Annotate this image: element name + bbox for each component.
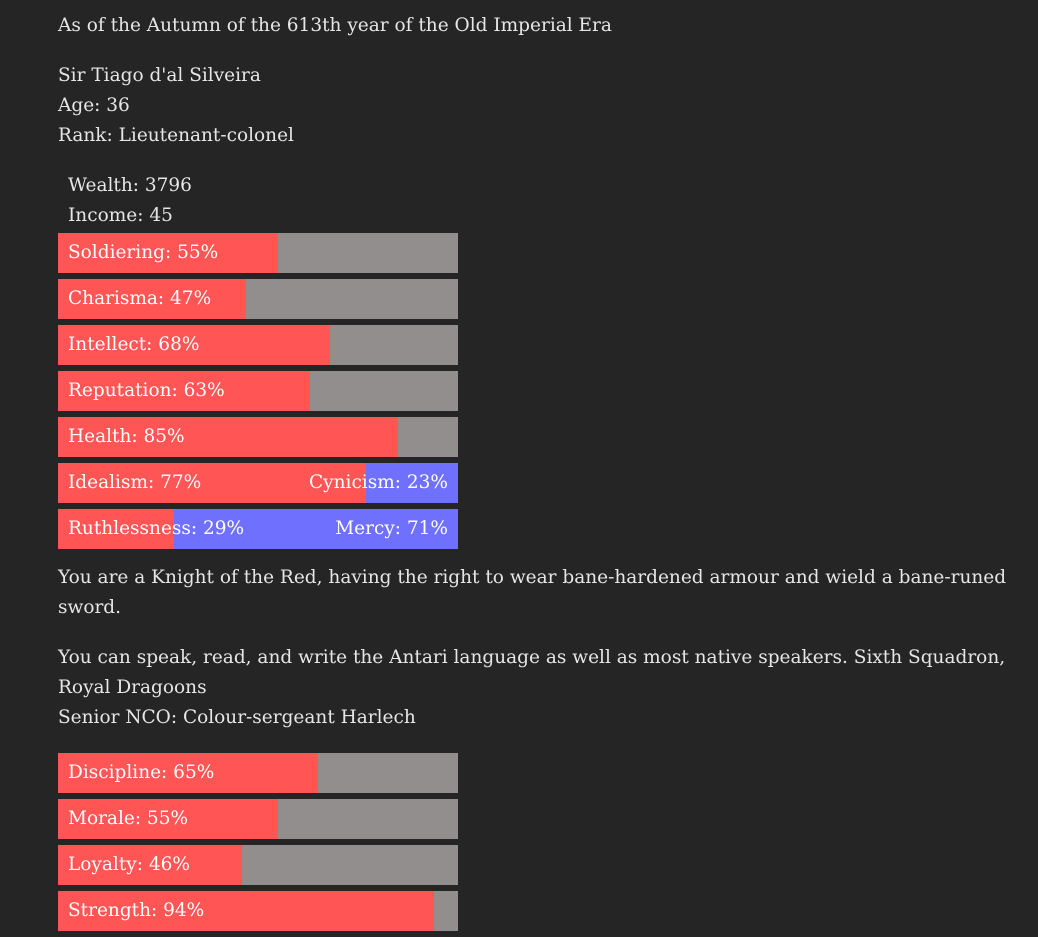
- stat-label: Strength: 94%: [68, 900, 205, 921]
- stat-fill: [58, 279, 246, 319]
- stat-fill: [58, 233, 278, 273]
- finances: Wealth: 3796 Income: 45: [58, 171, 1028, 231]
- stat-bar-loyalty: Loyalty: 46%: [58, 845, 458, 885]
- stat-bar-charisma: Charisma: 47%: [58, 279, 458, 319]
- knight-description: You are a Knight of the Red, having the …: [58, 567, 1007, 618]
- stat-label: Health: 85%: [68, 426, 185, 447]
- character-rank: Rank: Lieutenant-colonel: [58, 125, 294, 146]
- character-age: Age: 36: [58, 95, 130, 116]
- stat-label: Morale: 55%: [68, 808, 189, 829]
- stat-bar-strength: Strength: 94%: [58, 891, 458, 931]
- stat-fill: [58, 325, 330, 365]
- language-text: You can speak, read, and write the Antar…: [58, 647, 1006, 698]
- stat-label: Intellect: 68%: [68, 334, 200, 355]
- stat-fill: [58, 463, 366, 503]
- stat-bar-morale: Morale: 55%: [58, 799, 458, 839]
- character-name: Sir Tiago d'al Silveira: [58, 65, 261, 86]
- senior-nco: Senior NCO: Colour-sergeant Harlech: [58, 707, 416, 728]
- stat-fill: [58, 799, 278, 839]
- stat-fill: [58, 509, 174, 549]
- date-line: As of the Autumn of the 613th year of th…: [58, 15, 612, 36]
- income-value: Income: 45: [68, 205, 173, 226]
- stat-label: Reputation: 63%: [68, 380, 225, 401]
- stat-bar-intellect: Intellect: 68%: [58, 325, 458, 365]
- stat-fill: [58, 753, 318, 793]
- stat-bar-reputation: Reputation: 63%: [58, 371, 458, 411]
- stat-bar-ruthlessness-mercy: Ruthlessness: 29% Mercy: 71%: [58, 509, 458, 549]
- stat-fill: [58, 417, 398, 457]
- stat-label-right: Mercy: 71%: [335, 518, 448, 539]
- stat-bar-soldiering: Soldiering: 55%: [58, 233, 458, 273]
- stat-label-left: Ruthlessness: 29%: [68, 518, 245, 539]
- unit-description: You can speak, read, and write the Antar…: [58, 643, 1028, 733]
- wealth-value: Wealth: 3796: [68, 175, 192, 196]
- stat-fill: [58, 371, 310, 411]
- stat-bar-discipline: Discipline: 65%: [58, 753, 458, 793]
- stat-label: Discipline: 65%: [68, 762, 215, 783]
- character-info: Sir Tiago d'al Silveira Age: 36 Rank: Li…: [58, 61, 1028, 151]
- status-panel: As of the Autumn of the 613th year of th…: [58, 0, 1028, 937]
- stat-fill: [58, 845, 242, 885]
- stat-label-right: Cynicism: 23%: [309, 472, 448, 493]
- stat-bar-idealism-cynicism: Idealism: 77% Cynicism: 23%: [58, 463, 458, 503]
- unit-stats: Discipline: 65% Morale: 55% Loyalty: 46%…: [58, 753, 1028, 931]
- stat-label: Soldiering: 55%: [68, 242, 219, 263]
- stat-bar-health: Health: 85%: [58, 417, 458, 457]
- stat-label: Charisma: 47%: [68, 288, 212, 309]
- stat-label: Loyalty: 46%: [68, 854, 190, 875]
- character-stats: Soldiering: 55% Charisma: 47% Intellect:…: [58, 233, 1028, 549]
- stat-label-left: Idealism: 77%: [68, 472, 202, 493]
